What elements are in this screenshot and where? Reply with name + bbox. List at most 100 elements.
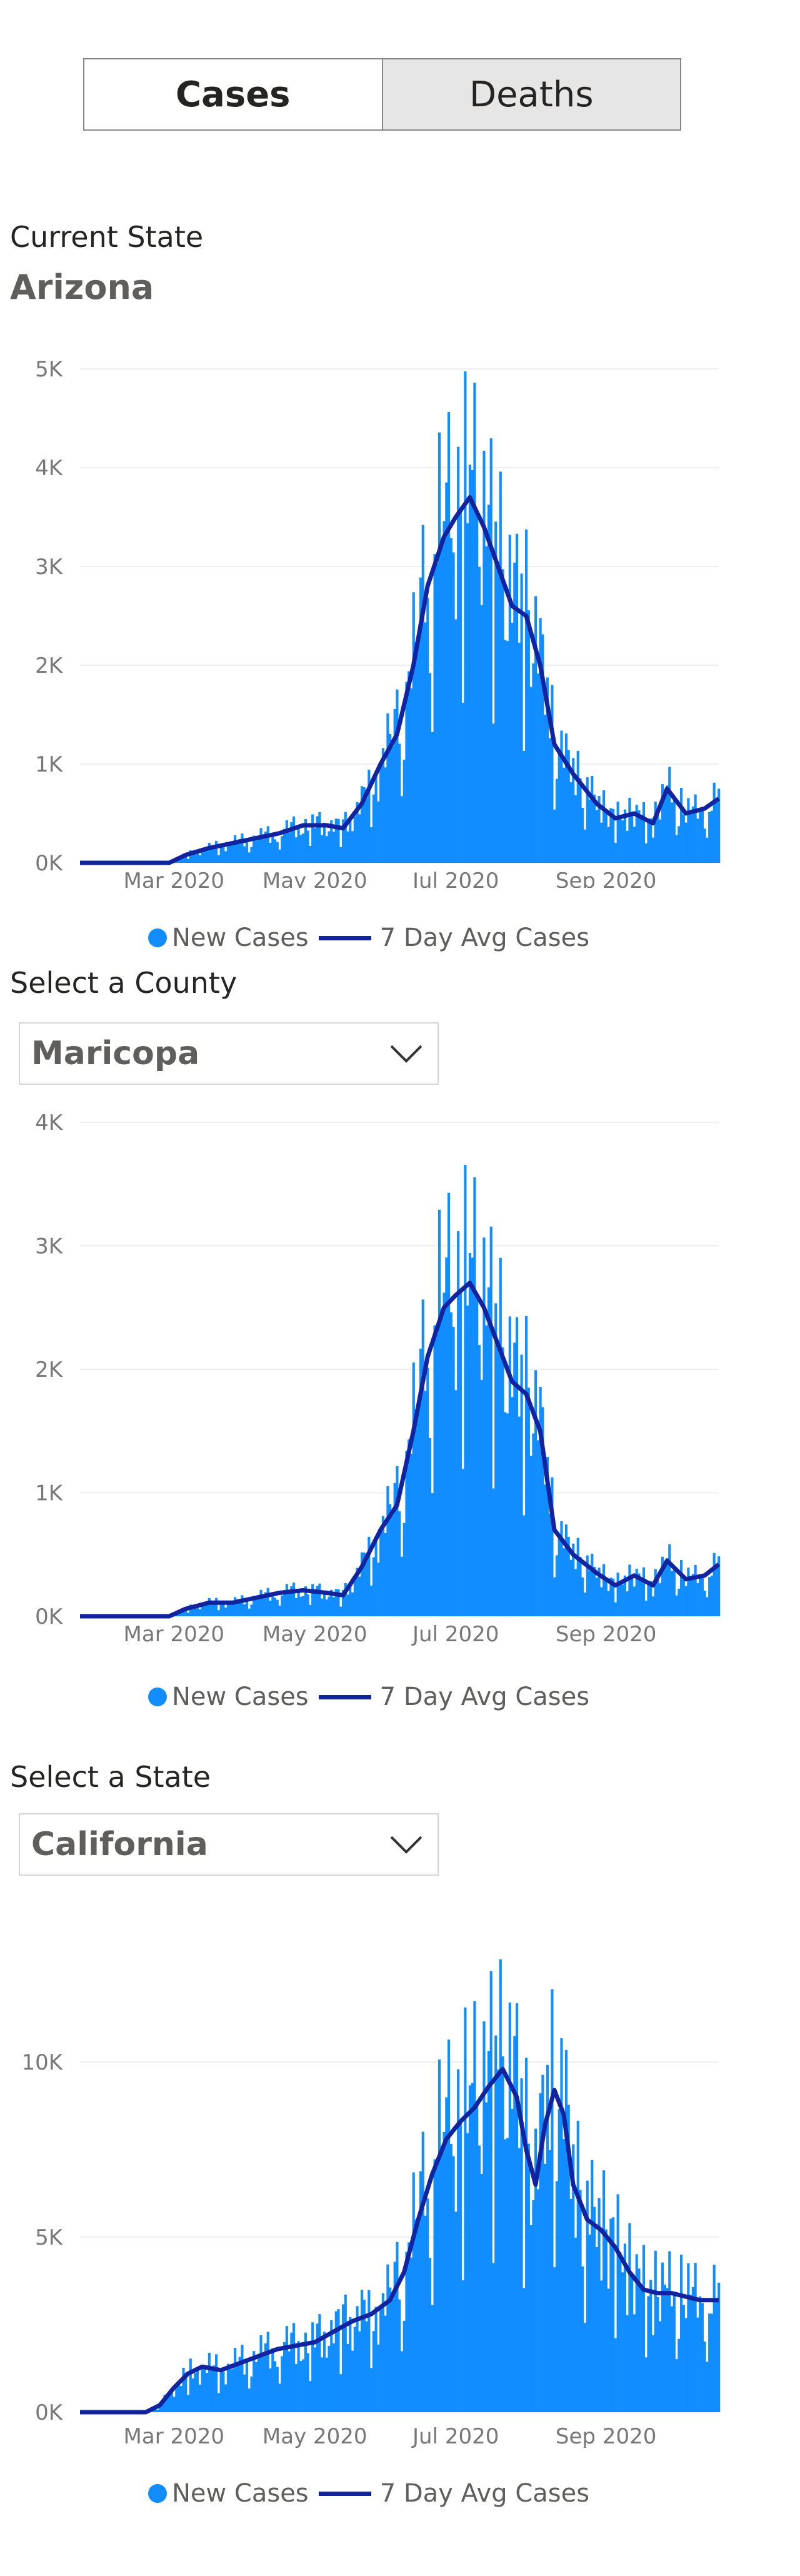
bar <box>638 1573 641 1616</box>
bar <box>485 546 488 863</box>
bar <box>431 1493 434 1616</box>
cases-button[interactable]: Cases <box>84 59 383 129</box>
bar <box>389 2287 392 2412</box>
bar <box>536 2189 539 2412</box>
bar <box>189 2358 192 2412</box>
bar <box>328 831 331 863</box>
bar <box>276 2367 279 2412</box>
state-dropdown[interactable]: California <box>19 1813 439 1876</box>
bar <box>529 2225 532 2412</box>
bar <box>433 1325 436 1616</box>
bar <box>337 1589 340 1616</box>
bar <box>243 2374 246 2412</box>
bar <box>372 1557 375 1616</box>
bar <box>248 1608 251 1616</box>
bar <box>520 573 523 863</box>
bar <box>678 826 681 863</box>
bar <box>402 1522 406 1616</box>
bar <box>506 1413 509 1616</box>
bar <box>248 852 251 863</box>
legend-avg-label: 7 Day Avg Cases <box>379 923 590 952</box>
bar <box>379 763 382 863</box>
bar <box>179 2386 182 2412</box>
bar <box>177 2382 181 2412</box>
bar <box>421 2131 424 2412</box>
bar <box>499 471 502 863</box>
bar <box>501 1347 504 1616</box>
bar <box>405 1451 408 1616</box>
bar <box>701 2303 704 2412</box>
bar <box>154 2408 157 2412</box>
bar <box>668 1544 671 1616</box>
bar <box>252 1596 256 1616</box>
y-tick-label: 0K <box>35 1604 64 1629</box>
bar <box>623 809 626 863</box>
bar <box>241 1595 244 1616</box>
new-cases-dot-icon <box>148 1688 167 1706</box>
bar <box>527 2143 530 2412</box>
bar <box>666 785 669 863</box>
bar <box>592 2206 596 2412</box>
bar <box>708 812 711 863</box>
bar <box>504 2139 507 2412</box>
bar <box>626 1591 629 1616</box>
bar <box>250 847 253 863</box>
bar <box>215 2354 218 2412</box>
deaths-button[interactable]: Deaths <box>382 59 680 129</box>
bar <box>362 787 366 863</box>
bar <box>579 2190 582 2412</box>
bar <box>628 1564 631 1616</box>
bar <box>243 1604 246 1616</box>
legend-avg-label: 7 Day Avg Cases <box>379 1683 590 1711</box>
bar <box>621 820 624 863</box>
bar <box>189 1604 192 1616</box>
bar <box>349 1582 352 1616</box>
bar <box>409 688 413 863</box>
bar <box>281 1595 284 1616</box>
bar <box>361 786 364 863</box>
bar <box>595 2247 598 2412</box>
bar <box>292 2323 296 2412</box>
bar <box>532 2200 535 2412</box>
bar <box>583 829 587 863</box>
bar <box>592 1566 596 1616</box>
bar <box>508 2002 511 2412</box>
legend-new-cases-label: New Cases <box>171 2479 309 2508</box>
bar <box>269 2368 272 2412</box>
bar <box>511 622 514 863</box>
bar <box>362 2300 366 2412</box>
bar <box>668 2251 671 2412</box>
current-state-name: Arizona <box>10 268 154 307</box>
bar <box>609 2218 612 2412</box>
bar <box>496 2069 500 2412</box>
bar <box>651 837 655 863</box>
bar <box>311 2322 314 2412</box>
x-tick-label: Sep 2020 <box>556 1622 656 1647</box>
bar <box>428 673 432 863</box>
bar <box>471 1257 474 1616</box>
bar <box>529 687 532 863</box>
new-cases-dot-icon <box>148 2484 167 2503</box>
bar <box>661 784 664 863</box>
chart-county-svg: 0K 1K 2K 3K 4K Mar 2020 May 2020 Jul 2020 Sep 20… <box>35 1110 721 1647</box>
bar <box>572 1543 575 1616</box>
bar <box>219 1602 222 1616</box>
bar <box>236 1601 239 1616</box>
bar <box>436 2166 439 2412</box>
bar <box>438 2059 441 2412</box>
bar <box>321 1598 324 1616</box>
bar <box>696 1583 699 1616</box>
bar <box>604 2229 608 2412</box>
legend-item-7-day-avg: 7 Day Avg Cases <box>318 923 590 952</box>
county-dropdown[interactable]: Maricopa <box>19 1022 439 1085</box>
bar <box>421 1299 424 1616</box>
bar <box>661 1556 664 1616</box>
bar <box>334 1589 338 1616</box>
bar <box>478 566 481 863</box>
bar <box>208 2352 211 2412</box>
bar <box>448 2040 451 2412</box>
bar <box>670 802 674 863</box>
bar <box>158 2404 162 2412</box>
bar <box>294 2363 298 2412</box>
bar <box>292 816 296 863</box>
